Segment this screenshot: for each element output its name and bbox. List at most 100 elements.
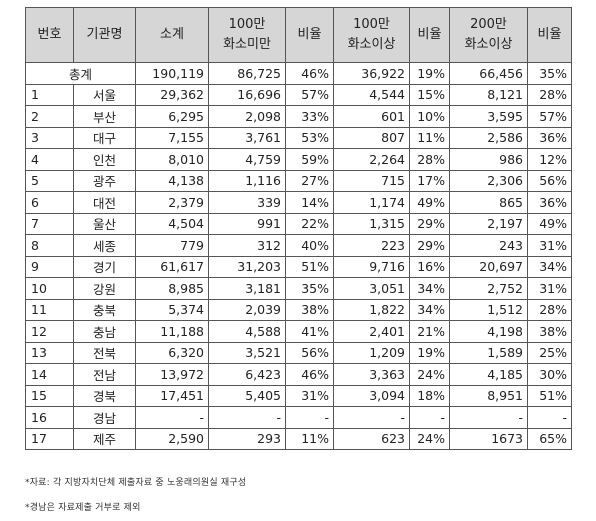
table-cell: 34%: [527, 255, 572, 278]
exclusion-footnote: *경남은 자료제출 거부로 제외: [25, 503, 141, 513]
table-cell: 1,589: [449, 341, 528, 364]
total-cell: 190,119: [135, 62, 209, 85]
table-cell: 28%: [527, 83, 572, 106]
column-header-line: 200만: [470, 17, 507, 32]
column-header: 비율: [409, 7, 450, 63]
table-row: 15 경북 17,451 5,405 31% 3,094 18% 8,951 51%: [25, 384, 572, 407]
table-cell: 991: [208, 212, 286, 235]
table-cell: 24%: [409, 363, 450, 386]
table-cell: 2,379: [135, 191, 209, 214]
table-cell: 807: [333, 126, 410, 149]
table-cell: 31%: [285, 384, 334, 407]
table-cell: 4,544: [333, 83, 410, 106]
table-row: 11 충북 5,374 2,039 38% 1,822 34% 1,512 28%: [25, 298, 572, 321]
row-number: 7: [25, 212, 74, 235]
table-cell: 986: [449, 148, 528, 171]
table-cell: 15%: [409, 83, 450, 106]
total-label: 총계: [25, 62, 136, 85]
agency-name: 충남: [73, 320, 136, 343]
table-row: 6 대전 2,379 339 14% 1,174 49% 865 36%: [25, 191, 572, 214]
agency-name: 광주: [73, 169, 136, 192]
total-cell: 46%: [285, 62, 334, 85]
column-header-line: 비율: [417, 27, 442, 42]
table-cell: 1,315: [333, 212, 410, 235]
column-header-line: 번호: [37, 27, 62, 42]
table-body: 총계 190,119 86,725 46% 36,922 19% 66,456 …: [25, 62, 572, 450]
table-cell: 9,716: [333, 255, 410, 278]
table-cell: 38%: [527, 320, 572, 343]
table-cell: 51%: [285, 255, 334, 278]
column-header: 번호: [25, 7, 74, 63]
column-header-line: 100만: [353, 17, 390, 32]
table-cell: 312: [208, 234, 286, 257]
table-cell: 2,590: [135, 427, 209, 450]
table-cell: 34%: [409, 298, 450, 321]
table-cell: 29%: [409, 212, 450, 235]
table-cell: 8,010: [135, 148, 209, 171]
row-number: 10: [25, 277, 74, 300]
table-cell: 31%: [527, 277, 572, 300]
table-cell: 2,197: [449, 212, 528, 235]
row-number: 17: [25, 427, 74, 450]
column-header-line: 화소미만: [223, 37, 271, 52]
table-cell: 65%: [527, 427, 572, 450]
row-number: 4: [25, 148, 74, 171]
table-cell: -: [208, 406, 286, 429]
total-row: 총계 190,119 86,725 46% 36,922 19% 66,456 …: [25, 62, 572, 85]
table-cell: 19%: [409, 341, 450, 364]
table-cell: 8,121: [449, 83, 528, 106]
table-cell: 35%: [285, 277, 334, 300]
table-cell: 30%: [527, 363, 572, 386]
total-cell: 66,456: [449, 62, 528, 85]
cctv-table-container: 번호 기관명 소계 100만 화소미만 비율 100만 화소이상 비율 200만 화소이상 비율 총계…: [25, 7, 572, 450]
table-cell: 51%: [527, 384, 572, 407]
table-cell: 223: [333, 234, 410, 257]
table-cell: 24%: [409, 427, 450, 450]
table-cell: 601: [333, 105, 410, 128]
table-cell: 4,588: [208, 320, 286, 343]
table-cell: 3,761: [208, 126, 286, 149]
table-cell: 13,972: [135, 363, 209, 386]
table-cell: 27%: [285, 169, 334, 192]
table-cell: 2,586: [449, 126, 528, 149]
table-cell: 61,617: [135, 255, 209, 278]
column-header-line: 비율: [537, 27, 562, 42]
table-cell: 34%: [409, 277, 450, 300]
column-header-line: 소계: [160, 27, 184, 42]
table-cell: 53%: [285, 126, 334, 149]
total-cell: 36,922: [333, 62, 410, 85]
table-cell: -: [285, 406, 334, 429]
table-row: 14 전남 13,972 6,423 46% 3,363 24% 4,185 30%: [25, 363, 572, 386]
table-cell: 20,697: [449, 255, 528, 278]
table-cell: 1,174: [333, 191, 410, 214]
table-cell: 28%: [409, 148, 450, 171]
cctv-resolution-table: 번호 기관명 소계 100만 화소미만 비율 100만 화소이상 비율 200만 화소이상 비율 총계…: [25, 7, 572, 450]
column-header: 100만 화소이상: [333, 7, 410, 63]
table-cell: 4,504: [135, 212, 209, 235]
table-cell: 4,198: [449, 320, 528, 343]
row-number: 16: [25, 406, 74, 429]
column-header-line: 화소이상: [464, 37, 513, 52]
agency-name: 경기: [73, 255, 136, 278]
table-cell: 12%: [527, 148, 572, 171]
table-cell: 22%: [285, 212, 334, 235]
row-number: 5: [25, 169, 74, 192]
row-number: 15: [25, 384, 74, 407]
table-cell: 4,185: [449, 363, 528, 386]
agency-name: 대전: [73, 191, 136, 214]
table-cell: 1,512: [449, 298, 528, 321]
column-header: 100만 화소미만: [208, 7, 286, 63]
agency-name: 인천: [73, 148, 136, 171]
table-cell: 49%: [527, 212, 572, 235]
agency-name: 경북: [73, 384, 136, 407]
table-cell: 11%: [409, 126, 450, 149]
table-row: 10 강원 8,985 3,181 35% 3,051 34% 2,752 31%: [25, 277, 572, 300]
table-cell: 31,203: [208, 255, 286, 278]
table-cell: 623: [333, 427, 410, 450]
row-number: 11: [25, 298, 74, 321]
table-cell: 21%: [409, 320, 450, 343]
table-cell: 1,116: [208, 169, 286, 192]
table-row: 1 서울 29,362 16,696 57% 4,544 15% 8,121 28%: [25, 83, 572, 106]
table-row: 5 광주 4,138 1,116 27% 715 17% 2,306 56%: [25, 169, 572, 192]
